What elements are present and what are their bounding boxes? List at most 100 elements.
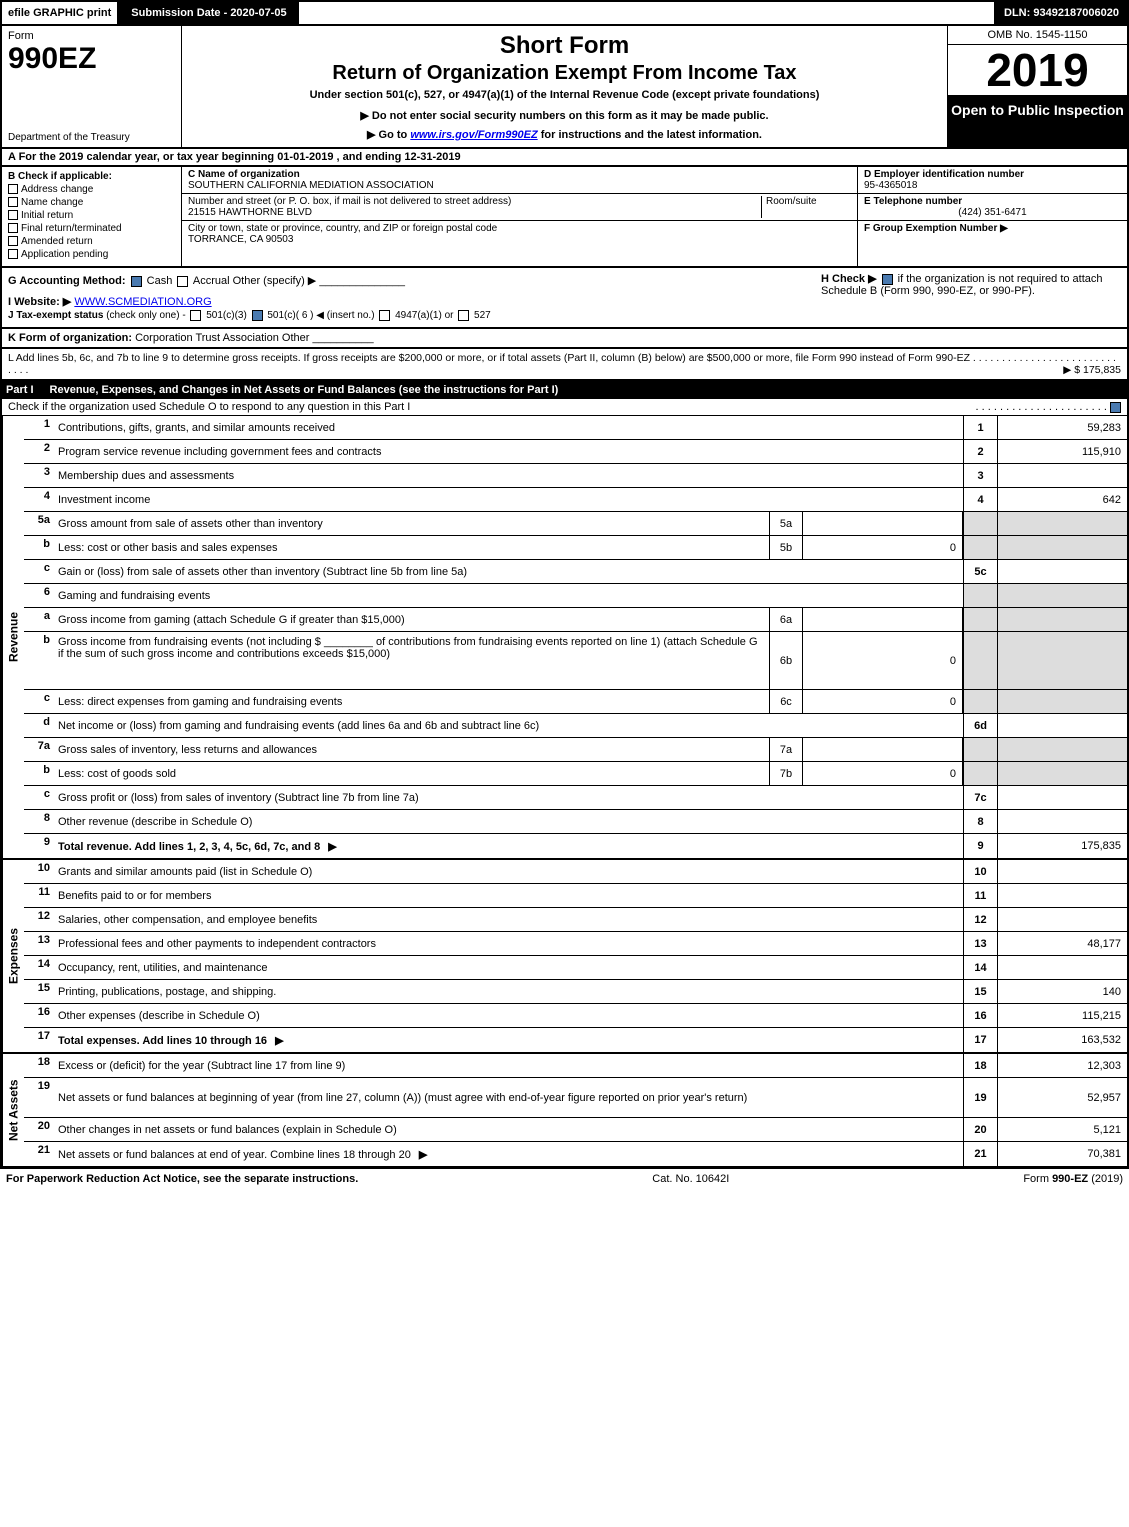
efile-print-label[interactable]: efile GRAPHIC print xyxy=(0,0,119,26)
form-ref-year: (2019) xyxy=(1088,1173,1123,1185)
omb-number: OMB No. 1545-1150 xyxy=(948,26,1127,45)
checkbox-527[interactable] xyxy=(458,310,469,321)
j-501c3: 501(c)(3) xyxy=(206,310,247,321)
line-rval xyxy=(997,884,1127,907)
line-rnum: 19 xyxy=(963,1078,997,1117)
j-527: 527 xyxy=(474,310,491,321)
i-line: I Website: ▶ WWW.SCMEDIATION.ORG xyxy=(8,295,801,308)
goto-suffix: for instructions and the latest informat… xyxy=(541,129,762,141)
line-innum: 5b xyxy=(769,536,803,559)
checkbox-icon[interactable] xyxy=(8,249,18,259)
b-label: B Check if applicable: xyxy=(8,171,175,182)
arrow-icon: ▶ xyxy=(328,840,336,853)
arrow-icon: ▶ xyxy=(275,1034,283,1047)
h-line: H Check ▶ if the organization is not req… xyxy=(801,272,1121,323)
shaded xyxy=(963,762,997,785)
checkbox-icon[interactable] xyxy=(8,236,18,246)
checkbox-cash[interactable] xyxy=(131,276,142,287)
line-2: 2Program service revenue including gover… xyxy=(24,440,1127,464)
line-rval xyxy=(997,464,1127,487)
line-num: 1 xyxy=(24,416,54,439)
checkbox-4947[interactable] xyxy=(379,310,390,321)
check-address: Address change xyxy=(8,184,175,195)
shaded xyxy=(963,512,997,535)
k-corp: Corporation xyxy=(135,332,192,344)
line-rnum: 14 xyxy=(963,956,997,979)
website-link[interactable]: WWW.SCMEDIATION.ORG xyxy=(74,296,211,308)
line-desc: Contributions, gifts, grants, and simila… xyxy=(58,422,335,434)
checkbox-icon[interactable] xyxy=(8,210,18,220)
line-11: 11Benefits paid to or for members11 xyxy=(24,884,1127,908)
line-desc: Excess or (deficit) for the year (Subtra… xyxy=(58,1060,345,1072)
line-rval xyxy=(997,908,1127,931)
checkbox-icon[interactable] xyxy=(8,197,18,207)
check-final: Final return/terminated xyxy=(8,223,175,234)
line-18: 18Excess or (deficit) for the year (Subt… xyxy=(24,1054,1127,1078)
ssn-warning: ▶ Do not enter social security numbers o… xyxy=(188,109,941,122)
shaded xyxy=(963,608,997,631)
g-label: G Accounting Method: xyxy=(8,275,126,287)
checkbox-accrual[interactable] xyxy=(177,276,188,287)
goto-prefix: ▶ Go to xyxy=(367,129,410,141)
line-8: 8Other revenue (describe in Schedule O)8 xyxy=(24,810,1127,834)
k-label: K Form of organization: xyxy=(8,332,132,344)
line-desc: Gaming and fundraising events xyxy=(58,590,210,602)
ein-cell: D Employer identification number 95-4365… xyxy=(858,167,1127,194)
part-i-header: Part I Revenue, Expenses, and Changes in… xyxy=(0,381,1129,399)
line-rnum: 2 xyxy=(963,440,997,463)
j-label: J Tax-exempt status xyxy=(8,310,103,321)
shaded xyxy=(997,536,1127,559)
return-title: Return of Organization Exempt From Incom… xyxy=(188,62,941,85)
shaded xyxy=(997,512,1127,535)
line-num: 13 xyxy=(24,932,54,955)
checkbox-501c[interactable] xyxy=(252,310,263,321)
c-label: C Name of organization xyxy=(188,169,851,180)
line-rval: 642 xyxy=(997,488,1127,511)
street-row: Number and street (or P. O. box, if mail… xyxy=(182,194,857,221)
right-info: D Employer identification number 95-4365… xyxy=(857,167,1127,266)
shaded xyxy=(997,632,1127,689)
checkbox-icon[interactable] xyxy=(8,184,18,194)
line-desc: Total expenses. Add lines 10 through 16 xyxy=(58,1035,267,1047)
revenue-body: 1 Contributions, gifts, grants, and simil… xyxy=(24,416,1127,858)
k-assoc: Association xyxy=(223,332,279,344)
line-desc: Total revenue. Add lines 1, 2, 3, 4, 5c,… xyxy=(58,841,320,853)
line-rnum: 16 xyxy=(963,1004,997,1027)
line-desc: Gross sales of inventory, less returns a… xyxy=(58,744,317,756)
line-6c: cLess: direct expenses from gaming and f… xyxy=(24,690,1127,714)
expenses-table: Expenses 10Grants and similar amounts pa… xyxy=(0,860,1129,1054)
checkbox-h[interactable] xyxy=(882,274,893,285)
checkbox-501c3[interactable] xyxy=(190,310,201,321)
check-text: Application pending xyxy=(21,249,108,260)
phone: (424) 351-6471 xyxy=(864,207,1121,218)
j-note: (check only one) - xyxy=(106,310,185,321)
shaded xyxy=(997,762,1127,785)
line-rval: 52,957 xyxy=(997,1078,1127,1117)
line-desc: Other expenses (describe in Schedule O) xyxy=(58,1010,260,1022)
checkbox-sched-o[interactable] xyxy=(1110,402,1121,413)
i-label: I Website: ▶ xyxy=(8,296,71,308)
f-label: F Group Exemption Number ▶ xyxy=(864,223,1121,234)
line-num: 16 xyxy=(24,1004,54,1027)
line-desc: Grants and similar amounts paid (list in… xyxy=(58,866,312,878)
sub-block: G Accounting Method: Cash Accrual Other … xyxy=(0,268,1129,329)
line-inval: 0 xyxy=(803,632,963,689)
line-6: 6Gaming and fundraising events xyxy=(24,584,1127,608)
checkbox-icon[interactable] xyxy=(8,223,18,233)
irs-link[interactable]: www.irs.gov/Form990EZ xyxy=(410,129,537,141)
line-num: 8 xyxy=(24,810,54,833)
line-rnum: 7c xyxy=(963,786,997,809)
line-rnum: 4 xyxy=(963,488,997,511)
l-line: L Add lines 5b, 6c, and 7b to line 9 to … xyxy=(0,349,1129,381)
line-num: d xyxy=(24,714,54,737)
shaded xyxy=(997,738,1127,761)
shaded xyxy=(963,738,997,761)
dln-number: DLN: 93492187006020 xyxy=(994,0,1129,26)
line-inval xyxy=(803,738,963,761)
line-num: b xyxy=(24,536,54,559)
line-innum: 5a xyxy=(769,512,803,535)
line-desc: Net assets or fund balances at beginning… xyxy=(58,1092,747,1104)
under-section: Under section 501(c), 527, or 4947(a)(1)… xyxy=(188,89,941,101)
tax-year: 2019 xyxy=(948,45,1127,96)
form-number: 990EZ xyxy=(8,42,175,76)
